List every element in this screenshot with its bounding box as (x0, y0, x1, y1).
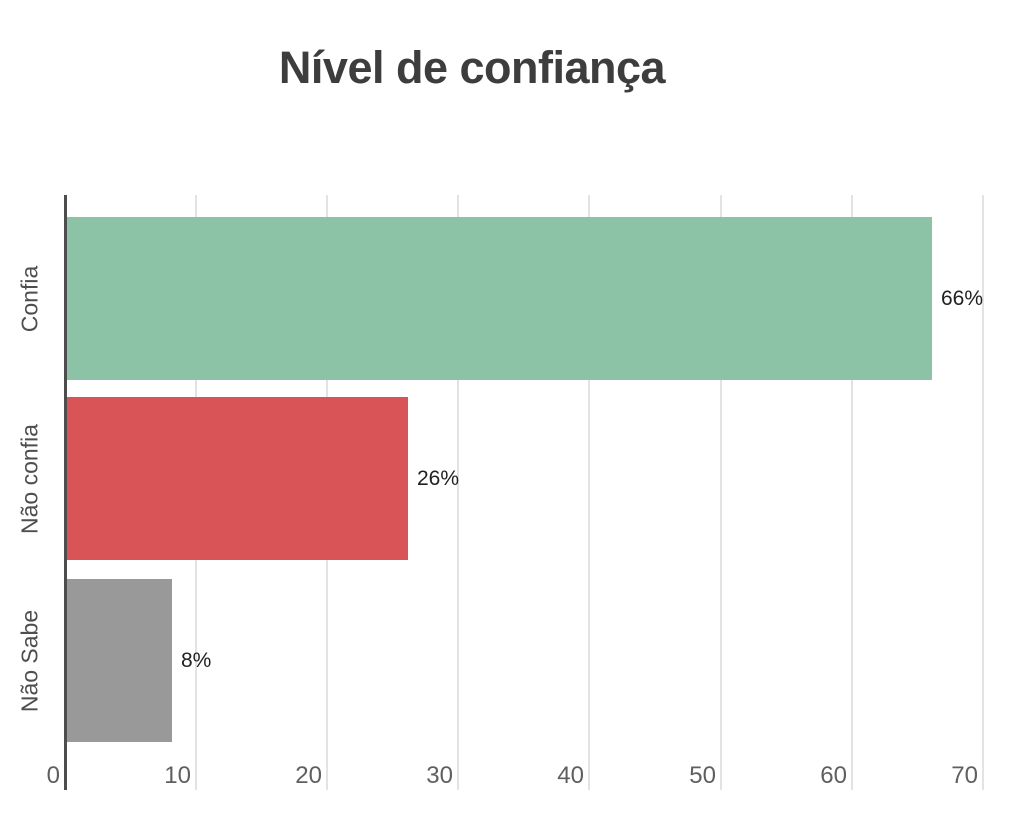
gridline (457, 195, 459, 790)
x-axis-tick-label: 50 (689, 762, 716, 789)
chart-title: Nível de confiança (278, 42, 666, 93)
x-axis-tick-label: 30 (426, 762, 453, 789)
bar-value-label: 8% (181, 648, 212, 672)
plot-area: 66% 26% 8% 0 10 20 30 40 50 60 70 (47, 195, 1008, 790)
gridline (982, 195, 984, 790)
bar-value-label: 66% (941, 286, 984, 310)
x-axis-tick-label: 40 (557, 762, 584, 789)
x-axis-tick-label: 70 (951, 762, 978, 789)
gridline (588, 195, 590, 790)
y-category-label: Não confia (16, 423, 43, 534)
x-axis-tick-label: 10 (164, 762, 191, 789)
bar-value-label: 26% (417, 466, 460, 490)
y-category-label: Confia (16, 265, 43, 332)
y-axis-line (64, 195, 67, 790)
x-axis-tick-label: 60 (820, 762, 847, 789)
bar (67, 579, 172, 742)
gridline (720, 195, 722, 790)
x-axis-tick-label: 0 (46, 762, 60, 789)
y-category-label: Não Sabe (16, 609, 43, 712)
bar (67, 397, 408, 560)
bar (67, 217, 932, 380)
x-axis-tick-label: 20 (295, 762, 322, 789)
gridline (851, 195, 853, 790)
